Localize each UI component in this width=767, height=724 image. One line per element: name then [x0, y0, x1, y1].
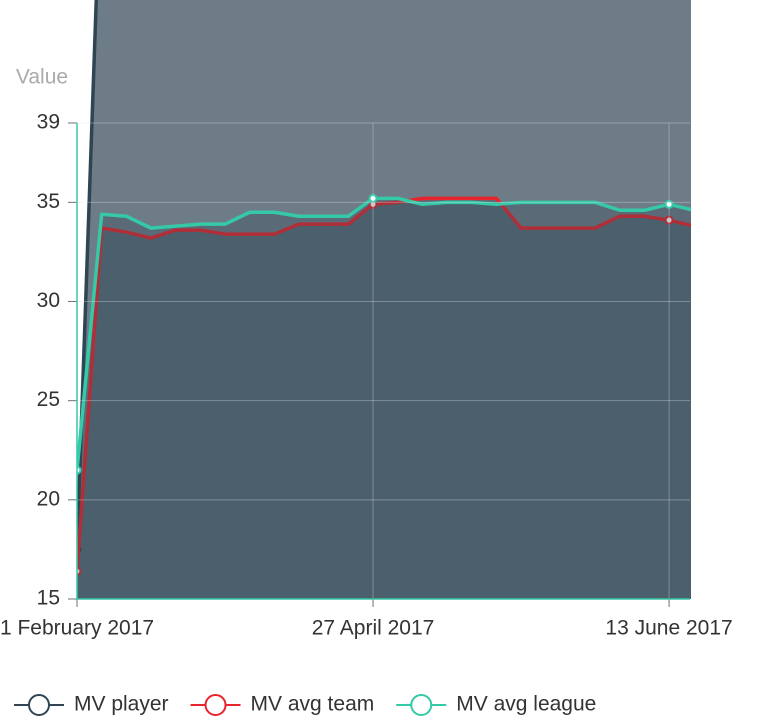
- point: [664, 199, 674, 209]
- legend-item: MV player: [14, 693, 169, 716]
- legend-item: MV avg league: [396, 693, 596, 716]
- line: [77, 196, 691, 572]
- plot-area: [77, 0, 691, 599]
- y-tick-label: 25: [37, 388, 60, 411]
- x-tick-label: 13 June 2017: [605, 617, 732, 640]
- y-tick-label: 15: [37, 587, 60, 610]
- legend-icon: [28, 694, 50, 716]
- area: [77, 198, 691, 599]
- y-axis-title: Value: [16, 66, 68, 89]
- legend-label: MV player: [74, 693, 169, 716]
- area: [77, 198, 691, 599]
- area: [77, 0, 691, 599]
- x-tick-label: 27 April 2017: [312, 617, 435, 640]
- x-tick-label: 1 February 2017: [0, 617, 154, 640]
- legend-label: MV avg league: [456, 693, 596, 716]
- legend-icon: [410, 694, 433, 716]
- point: [77, 465, 82, 475]
- y-tick-label: 39: [37, 111, 60, 134]
- y-tick-label: 20: [37, 487, 60, 510]
- point: [77, 566, 82, 576]
- legend-icon: [204, 694, 227, 716]
- point: [368, 193, 378, 203]
- legend-label: MV avg team: [251, 693, 375, 716]
- y-tick-label: 35: [37, 190, 60, 213]
- legend-item: MV avg team: [190, 693, 375, 716]
- y-tick-label: 30: [37, 289, 60, 312]
- point: [664, 215, 674, 225]
- line: [77, 196, 691, 471]
